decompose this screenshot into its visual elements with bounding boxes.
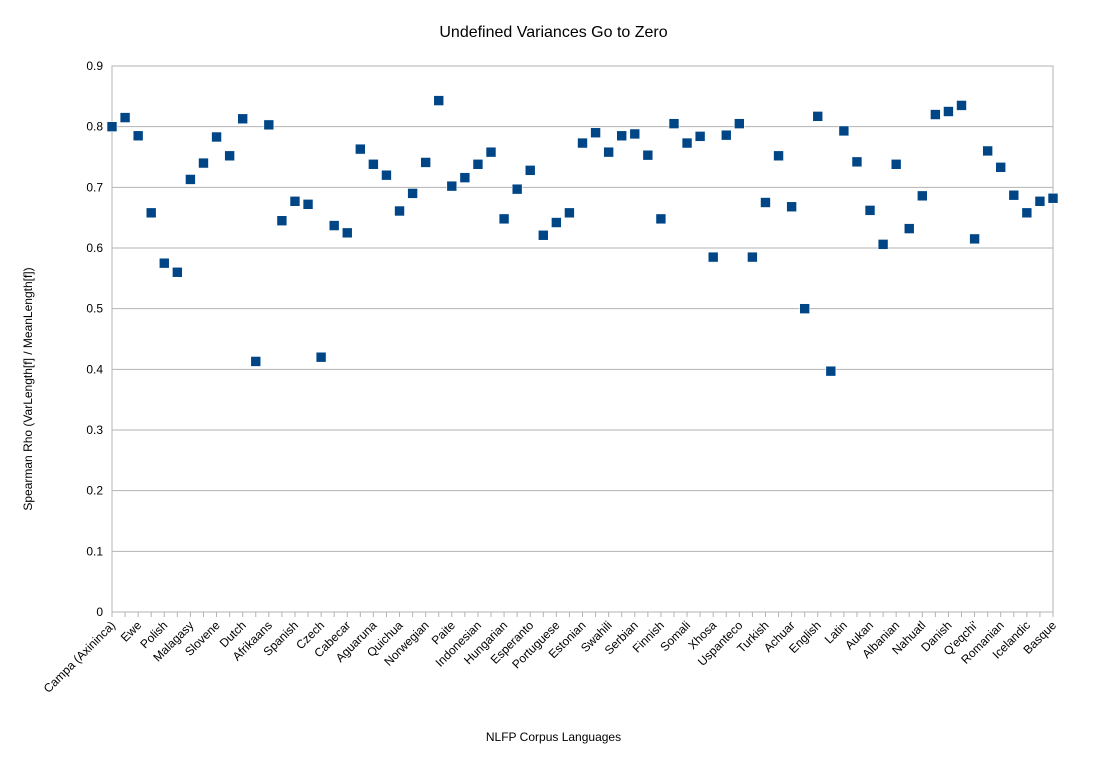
data-point (851, 156, 863, 168)
data-point (198, 157, 209, 169)
data-point (668, 118, 680, 129)
data-point (394, 205, 405, 217)
data-point (315, 351, 327, 363)
x-axis-label: NLFP Corpus Languages (485, 730, 622, 744)
y-tick-label: 0.6 (86, 241, 103, 255)
data-point (341, 227, 353, 239)
data-point (982, 145, 993, 157)
data-point (1047, 192, 1059, 204)
data-point (995, 162, 1007, 173)
data-point (917, 190, 928, 202)
data-point (864, 205, 876, 216)
data-point (1021, 207, 1033, 219)
data-point (564, 207, 575, 219)
data-point (368, 158, 379, 170)
data-point (381, 169, 392, 181)
data-point (420, 157, 431, 168)
data-point (172, 266, 183, 278)
data-point (720, 129, 732, 141)
data-point (838, 125, 850, 137)
data-point (943, 106, 954, 117)
data-point (459, 172, 471, 183)
data-point (642, 149, 654, 161)
data-point (747, 251, 758, 263)
data-point (224, 150, 235, 162)
y-tick-label: 0.7 (86, 180, 103, 194)
data-point (956, 100, 967, 111)
data-point (629, 128, 641, 140)
data-point (655, 213, 667, 225)
y-tick-label: 0.9 (86, 59, 103, 73)
data-point (786, 201, 797, 213)
data-point (799, 303, 810, 314)
data-point (930, 109, 941, 120)
y-tick-labels: 0 0.1 0.2 0.3 0.4 0.5 0.6 0.7 0.8 0.9 (86, 59, 103, 619)
y-tick-label: 0.8 (86, 120, 103, 134)
data-point (446, 180, 458, 192)
data-point (707, 251, 719, 263)
data-point (1008, 189, 1020, 201)
data-point (890, 158, 902, 170)
data-point (302, 199, 314, 210)
y-tick-label: 0 (96, 605, 103, 619)
data-point (250, 356, 262, 367)
x-tick-label: Somali (657, 618, 693, 654)
data-point (511, 183, 523, 195)
data-point (773, 150, 784, 162)
data-point (211, 131, 222, 143)
y-tick-label: 0.2 (86, 484, 103, 498)
data-point (551, 217, 562, 228)
y-tick-label: 0.3 (86, 423, 103, 437)
data-point (472, 158, 484, 170)
y-tick-label: 0.5 (86, 302, 103, 316)
data-point (603, 146, 614, 158)
data-point (616, 130, 628, 142)
data-point (812, 111, 824, 122)
data-point (825, 365, 837, 377)
data-point (328, 220, 340, 231)
data-point (590, 127, 601, 139)
data-point (185, 174, 196, 185)
y-tick-label: 0.4 (86, 362, 103, 376)
chart-title: Undefined Variances Go to Zero (439, 24, 668, 41)
data-point (681, 137, 693, 149)
data-point (355, 143, 366, 155)
data-point (263, 119, 275, 131)
data-point (577, 137, 588, 149)
data-point (760, 197, 771, 208)
data-point (903, 223, 915, 234)
data-point (877, 239, 889, 250)
data-point (433, 95, 445, 106)
data-point (407, 188, 418, 199)
data-point (145, 207, 157, 219)
data-point (498, 213, 510, 225)
data-point (289, 195, 301, 207)
data-point (969, 233, 980, 245)
data-point (276, 215, 288, 226)
data-point (734, 118, 745, 129)
x-tick-label: Campa (Axininca) (41, 618, 118, 695)
data-point (485, 146, 497, 158)
data-point (106, 121, 118, 132)
x-tick-labels: Campa (Axininca) EwePolishMalagasySlovene… (41, 612, 1059, 696)
data-point (1034, 195, 1046, 207)
y-tick-label: 0.1 (86, 544, 103, 558)
data-point (694, 131, 706, 142)
data-point (132, 130, 144, 142)
data-points (106, 95, 1059, 377)
data-point (237, 113, 248, 125)
data-point (119, 112, 131, 123)
data-point (524, 165, 536, 176)
data-point (537, 229, 549, 241)
data-point (158, 257, 170, 269)
